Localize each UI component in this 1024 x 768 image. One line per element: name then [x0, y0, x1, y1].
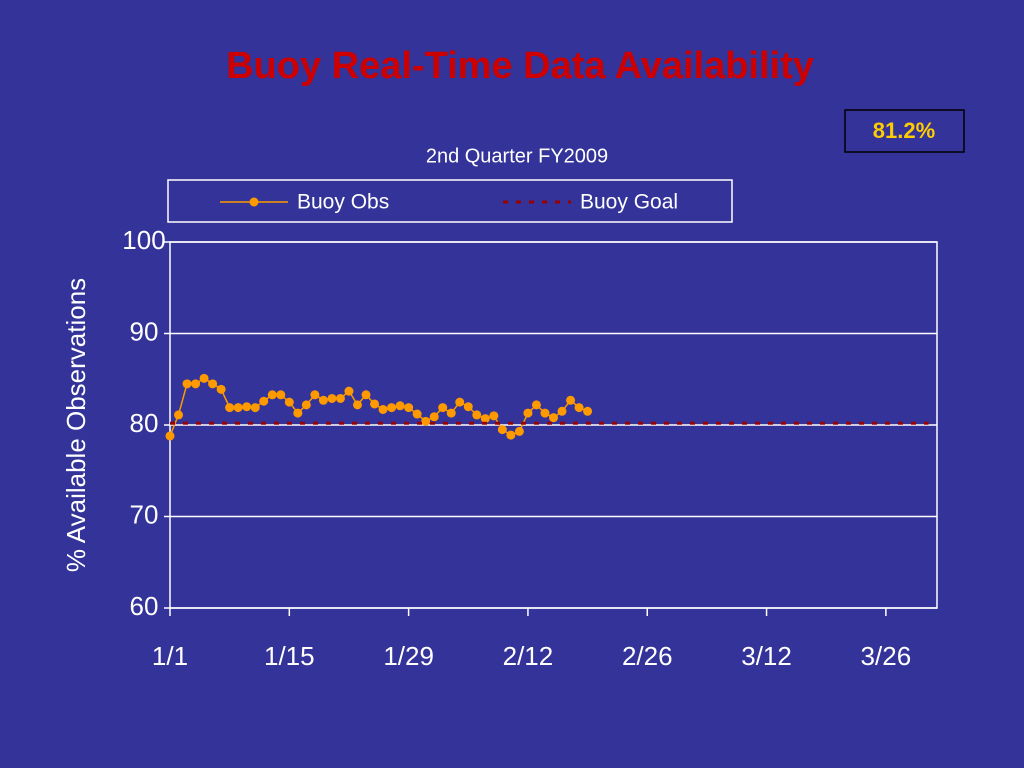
data-point — [310, 390, 320, 400]
data-point — [361, 390, 371, 400]
data-point — [531, 400, 541, 410]
chart-title: Buoy Real-Time Data Availability — [226, 45, 814, 87]
data-point — [438, 403, 448, 413]
data-point — [352, 400, 362, 410]
data-point — [395, 401, 405, 411]
legend-marker — [249, 197, 259, 207]
data-point — [463, 402, 473, 412]
data-point — [378, 404, 388, 414]
data-point — [370, 399, 380, 409]
data-point — [497, 425, 507, 435]
data-point — [335, 393, 345, 403]
callout: 81.2% — [873, 118, 935, 143]
data-point — [259, 396, 269, 406]
data-point — [404, 403, 414, 413]
x-tick-label: 3/26 — [861, 641, 912, 671]
y-tick-label: 70 — [130, 499, 159, 529]
y-tick-label: 60 — [130, 591, 159, 621]
subtitle: 2nd Quarter FY2009 — [426, 145, 608, 167]
data-point — [293, 408, 303, 418]
data-point — [489, 411, 499, 421]
data-point — [566, 395, 576, 405]
data-point — [174, 410, 184, 420]
data-point — [514, 426, 524, 436]
data-point — [540, 408, 550, 418]
x-tick-label: 2/12 — [503, 641, 554, 671]
data-point — [429, 412, 439, 422]
data-point — [301, 400, 311, 410]
data-point — [250, 403, 260, 413]
y-tick-label: 90 — [130, 316, 159, 346]
data-point — [574, 403, 584, 413]
data-point — [216, 384, 226, 394]
data-point — [506, 430, 516, 440]
data-point — [446, 408, 456, 418]
data-point — [387, 403, 397, 413]
data-point — [472, 410, 482, 420]
data-point — [208, 379, 218, 389]
data-point — [549, 413, 558, 423]
data-point — [276, 390, 286, 400]
y-tick-label: 100 — [122, 225, 165, 255]
x-tick-label: 2/26 — [622, 641, 673, 671]
x-tick-label: 1/15 — [264, 641, 315, 671]
y-tick-label: 80 — [130, 408, 159, 438]
data-point — [225, 403, 235, 413]
callout-box — [844, 109, 965, 153]
data-point — [523, 408, 533, 418]
legend-box — [167, 179, 733, 223]
data-point — [191, 379, 201, 389]
data-point — [412, 409, 422, 419]
data-point — [480, 414, 490, 424]
x-tick-label: 1/1 — [152, 641, 188, 671]
data-point — [165, 431, 175, 441]
legend-label: Buoy Goal — [580, 191, 678, 214]
legend-label: Buoy Obs — [297, 191, 389, 214]
data-point — [267, 390, 277, 400]
data-point — [344, 386, 354, 396]
data-point — [455, 397, 465, 407]
y-axis-label: % Available Observations — [61, 278, 91, 572]
data-point — [327, 393, 337, 403]
x-tick-label: 3/12 — [741, 641, 792, 671]
data-point — [421, 416, 431, 426]
data-point — [233, 403, 243, 413]
data-point — [199, 373, 209, 383]
x-tick-label: 1/29 — [383, 641, 434, 671]
data-point — [557, 406, 567, 416]
data-point — [284, 397, 294, 407]
data-point — [182, 379, 192, 389]
data-point — [583, 406, 593, 416]
data-point — [318, 395, 328, 405]
data-point — [242, 402, 252, 412]
